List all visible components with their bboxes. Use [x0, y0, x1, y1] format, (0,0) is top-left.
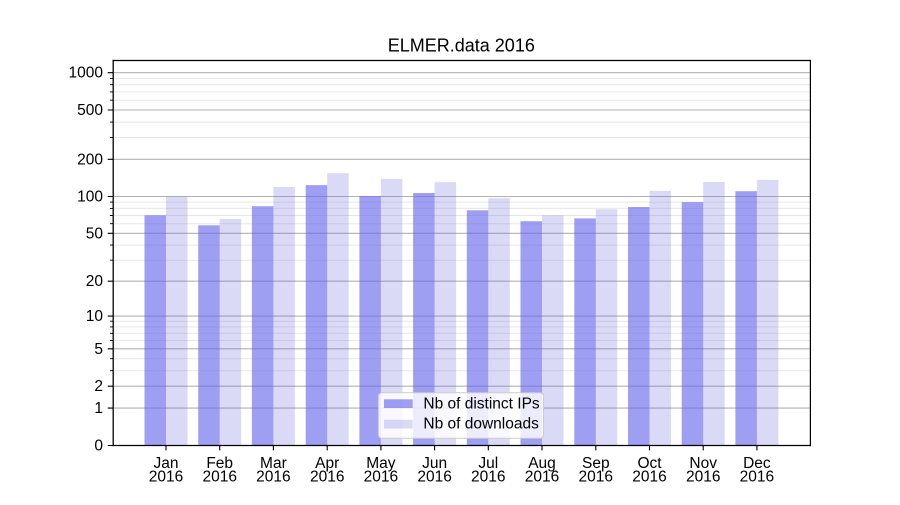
svg-text:2016: 2016: [525, 469, 559, 486]
svg-text:2: 2: [94, 378, 103, 395]
svg-text:Oct: Oct: [637, 455, 662, 472]
svg-text:2016: 2016: [417, 469, 451, 486]
svg-text:2016: 2016: [471, 469, 505, 486]
svg-text:200: 200: [77, 151, 103, 168]
svg-text:2016: 2016: [686, 469, 720, 486]
svg-text:Sep: Sep: [582, 455, 610, 472]
svg-text:Nov: Nov: [689, 455, 717, 472]
svg-text:2016: 2016: [632, 469, 666, 486]
svg-text:Jan: Jan: [154, 455, 179, 472]
svg-text:Feb: Feb: [206, 455, 233, 472]
svg-text:500: 500: [77, 102, 103, 119]
svg-text:2016: 2016: [740, 469, 774, 486]
svg-text:Jul: Jul: [478, 455, 498, 472]
svg-text:2016: 2016: [579, 469, 613, 486]
svg-text:Mar: Mar: [260, 455, 287, 472]
svg-text:ELMER.data 2016: ELMER.data 2016: [388, 36, 535, 56]
svg-text:50: 50: [86, 225, 104, 242]
svg-text:100: 100: [77, 189, 103, 206]
svg-text:Aug: Aug: [528, 455, 556, 472]
svg-text:1000: 1000: [69, 65, 104, 82]
svg-text:10: 10: [86, 308, 104, 325]
svg-text:5: 5: [94, 341, 103, 358]
svg-text:2016: 2016: [202, 469, 236, 486]
svg-text:Nb of distinct IPs: Nb of distinct IPs: [423, 395, 540, 412]
svg-text:2016: 2016: [149, 469, 183, 486]
svg-text:2016: 2016: [310, 469, 344, 486]
svg-text:May: May: [366, 455, 396, 472]
svg-text:Nb of downloads: Nb of downloads: [423, 415, 539, 432]
svg-text:0: 0: [94, 438, 103, 455]
svg-text:2016: 2016: [256, 469, 290, 486]
svg-text:20: 20: [86, 273, 104, 290]
svg-text:Jun: Jun: [422, 455, 447, 472]
svg-text:1: 1: [94, 400, 103, 417]
svg-text:Dec: Dec: [743, 455, 771, 472]
svg-text:Apr: Apr: [315, 455, 339, 472]
svg-text:2016: 2016: [364, 469, 398, 486]
